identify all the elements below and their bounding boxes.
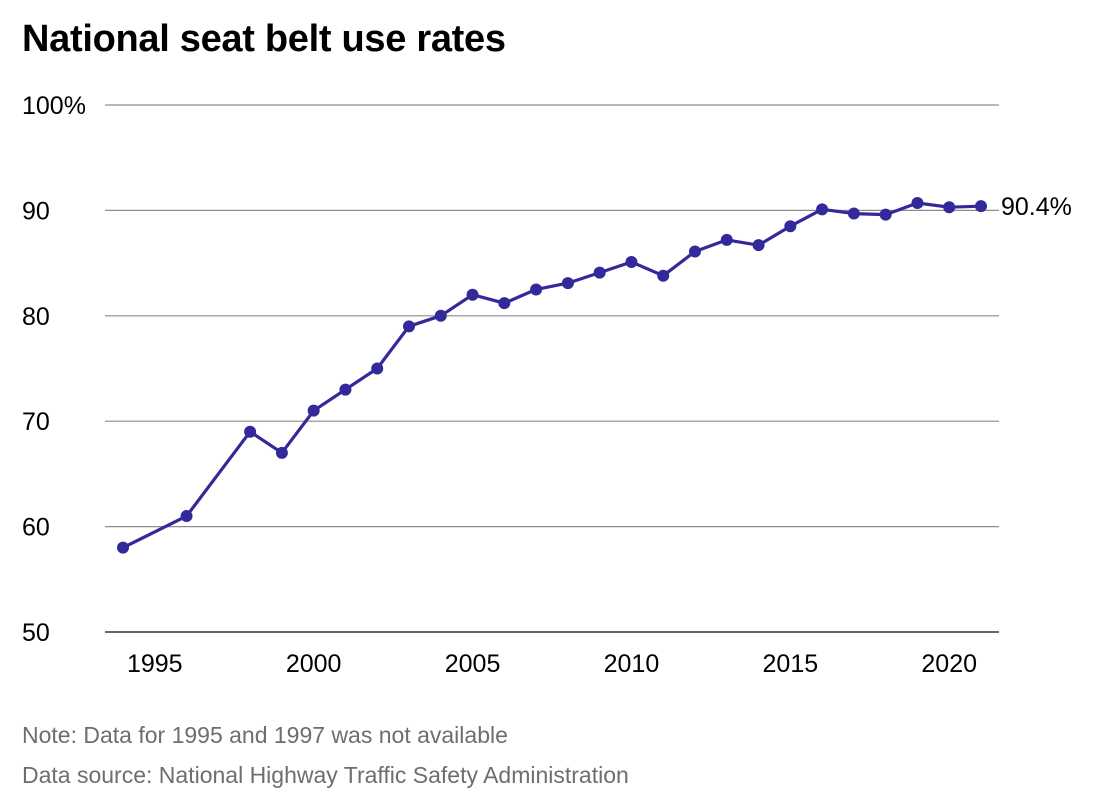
data-point <box>434 309 447 322</box>
data-point <box>275 446 288 459</box>
data-point <box>816 203 829 216</box>
data-point <box>657 269 670 282</box>
chart-source: Data source: National Highway Traffic Sa… <box>22 762 629 788</box>
x-axis-tick-labels: 1995 2000 2005 2010 2015 2020 <box>127 650 977 678</box>
data-point <box>339 383 352 396</box>
data-point <box>720 233 733 246</box>
chart-note: Note: Data for 1995 and 1997 was not ava… <box>22 722 508 748</box>
end-value-label: 90.4% <box>1001 193 1072 221</box>
x-tick-label: 2020 <box>921 650 977 678</box>
y-tick-label: 50 <box>22 619 50 647</box>
data-point <box>403 320 415 333</box>
data-point <box>244 425 257 438</box>
y-tick-label: 90 <box>22 197 50 225</box>
data-point <box>752 239 765 252</box>
data-point <box>625 256 638 269</box>
data-labels: 90.4% <box>1001 193 1072 221</box>
series-line <box>121 201 983 550</box>
data-point <box>498 297 511 310</box>
data-point <box>689 245 701 258</box>
data-point <box>561 277 574 290</box>
data-point <box>180 510 193 523</box>
data-point <box>879 208 892 221</box>
data-point <box>593 266 606 279</box>
data-point <box>307 404 320 417</box>
x-tick-label: 2010 <box>604 650 660 678</box>
data-point <box>117 541 129 554</box>
y-tick-label: 70 <box>22 408 50 436</box>
x-tick-label: 1995 <box>127 650 183 678</box>
data-point <box>784 220 797 233</box>
data-point <box>975 200 987 213</box>
data-point <box>466 288 479 301</box>
data-point <box>847 207 860 220</box>
x-tick-label: 2000 <box>286 650 342 678</box>
data-point <box>371 362 384 375</box>
gridlines <box>105 104 999 633</box>
data-point <box>911 197 924 210</box>
x-tick-label: 2005 <box>445 650 501 678</box>
series-seat-belt-use <box>117 197 987 554</box>
y-tick-label: 60 <box>22 514 50 542</box>
data-point <box>530 283 543 296</box>
y-tick-label: 80 <box>22 303 50 331</box>
chart-title: National seat belt use rates <box>22 18 506 60</box>
y-axis-tick-labels: 50 60 70 80 90 100% <box>22 92 86 647</box>
y-tick-label: 100% <box>22 92 86 120</box>
data-point <box>943 201 956 214</box>
x-tick-label: 2015 <box>763 650 819 678</box>
